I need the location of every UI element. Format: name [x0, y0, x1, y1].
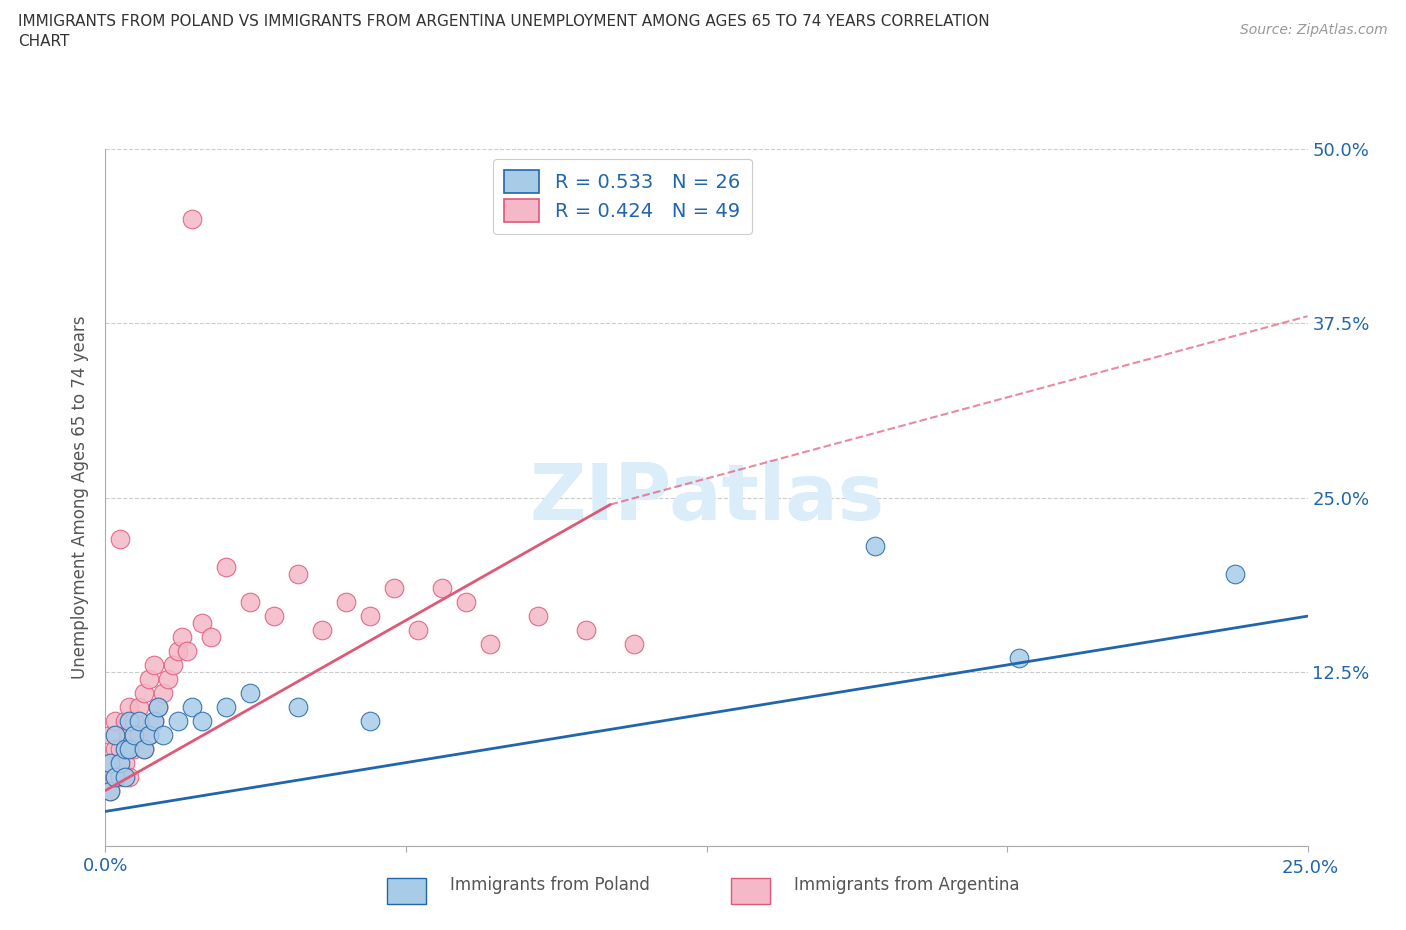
Point [118, 741, 141, 756]
Point [104, 727, 127, 742]
Point [114, 755, 136, 770]
Point [527, 609, 550, 624]
Text: Immigrants from Argentina: Immigrants from Argentina [794, 876, 1019, 895]
Point [214, 699, 236, 714]
Text: 25.0%: 25.0% [1282, 859, 1339, 877]
Point [128, 713, 150, 728]
Point [156, 671, 179, 686]
Point [382, 580, 405, 596]
Point [114, 741, 136, 756]
Point [124, 741, 146, 756]
Point [311, 623, 333, 638]
Point [239, 595, 262, 610]
Point [430, 580, 453, 596]
Point [138, 727, 160, 742]
Point [190, 713, 212, 728]
Point [575, 623, 598, 638]
Point [142, 713, 165, 728]
Point [166, 644, 188, 658]
Text: ZIPatlas: ZIPatlas [529, 459, 884, 536]
Point [128, 699, 150, 714]
Legend: R = 0.533   N = 26, R = 0.424   N = 49: R = 0.533 N = 26, R = 0.424 N = 49 [492, 158, 752, 233]
Point [239, 685, 262, 700]
Point [132, 685, 155, 700]
Point [108, 769, 131, 784]
Point [214, 560, 236, 575]
Text: IMMIGRANTS FROM POLAND VS IMMIGRANTS FROM ARGENTINA UNEMPLOYMENT AMONG AGES 65 T: IMMIGRANTS FROM POLAND VS IMMIGRANTS FRO… [18, 14, 990, 29]
Point [200, 630, 222, 644]
Point [114, 713, 136, 728]
Point [152, 727, 174, 742]
Point [863, 539, 886, 554]
Point [98, 727, 121, 742]
Point [335, 595, 357, 610]
Point [132, 741, 155, 756]
Point [104, 769, 127, 784]
Y-axis label: Unemployment Among Ages 65 to 74 years: Unemployment Among Ages 65 to 74 years [72, 316, 90, 679]
Point [98, 783, 121, 798]
Point [98, 755, 121, 770]
Point [118, 769, 141, 784]
Point [138, 727, 160, 742]
Point [148, 699, 170, 714]
Point [118, 727, 141, 742]
Text: CHART: CHART [18, 34, 70, 49]
Point [132, 741, 155, 756]
Point [287, 699, 309, 714]
Point [454, 595, 477, 610]
Point [1225, 567, 1247, 582]
Point [287, 567, 309, 582]
Point [124, 727, 146, 742]
Point [114, 769, 136, 784]
Point [142, 658, 165, 672]
Point [108, 755, 131, 770]
Point [104, 713, 127, 728]
Point [104, 741, 127, 756]
Point [98, 783, 121, 798]
Point [138, 671, 160, 686]
Point [98, 755, 121, 770]
Point [181, 699, 204, 714]
Point [406, 623, 429, 638]
Point [623, 637, 645, 652]
Point [359, 713, 381, 728]
Point [148, 699, 170, 714]
Point [181, 211, 204, 226]
Point [124, 713, 146, 728]
Point [166, 713, 188, 728]
Point [118, 699, 141, 714]
Point [176, 644, 198, 658]
Point [128, 727, 150, 742]
Text: Immigrants from Poland: Immigrants from Poland [450, 876, 650, 895]
Point [479, 637, 502, 652]
Text: Source: ZipAtlas.com: Source: ZipAtlas.com [1240, 23, 1388, 37]
Point [172, 630, 194, 644]
Point [1008, 651, 1031, 666]
Point [162, 658, 184, 672]
Point [108, 741, 131, 756]
Point [152, 685, 174, 700]
Point [118, 713, 141, 728]
Point [263, 609, 285, 624]
Point [359, 609, 381, 624]
Point [190, 616, 212, 631]
Point [142, 713, 165, 728]
Point [104, 769, 127, 784]
Point [108, 532, 131, 547]
